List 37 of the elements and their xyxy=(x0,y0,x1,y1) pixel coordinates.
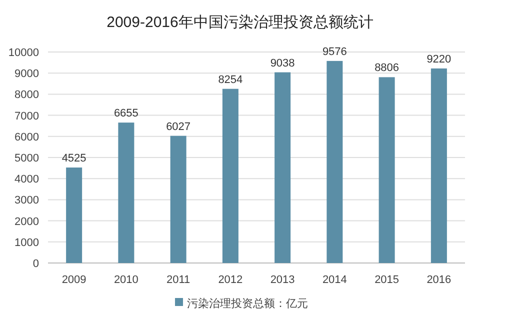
chart-title: 2009-2016年中国污染治理投资总额统计 xyxy=(106,14,374,31)
data-label: 9576 xyxy=(322,46,347,58)
bar xyxy=(118,122,134,263)
legend-label: 污染治理投资总额：亿元 xyxy=(187,297,308,310)
y-tick-label: 9000 xyxy=(14,68,39,80)
bar xyxy=(66,168,82,263)
bar xyxy=(222,88,238,263)
y-tick-label: 10000 xyxy=(8,47,39,59)
y-tick-label: 3000 xyxy=(14,194,39,207)
x-tick-label: 2010 xyxy=(114,274,138,286)
y-tick-label: 0 xyxy=(32,258,39,270)
x-tick-label: 2009 xyxy=(62,274,86,286)
x-tick-label: 2011 xyxy=(166,274,190,286)
x-tick-label: 2014 xyxy=(322,274,347,286)
y-tick-label: 5000 xyxy=(14,152,39,164)
data-label: 6655 xyxy=(114,108,138,120)
data-label: 4525 xyxy=(62,152,86,165)
bar xyxy=(326,60,343,263)
bar xyxy=(378,77,395,263)
y-tick-label: 1000 xyxy=(14,236,39,249)
data-label: 8254 xyxy=(218,74,243,86)
bar xyxy=(430,68,447,263)
bar xyxy=(274,72,291,263)
data-label: 8806 xyxy=(374,62,400,74)
y-tick-label: 4000 xyxy=(14,174,39,186)
x-tick-label: 2015 xyxy=(374,274,400,286)
x-tick-label: 2016 xyxy=(426,274,452,286)
y-tick-label: 8000 xyxy=(14,89,39,102)
y-tick-label: 2000 xyxy=(14,216,39,228)
x-tick-label: 2013 xyxy=(270,274,295,286)
x-tick-label: 2012 xyxy=(218,274,243,286)
data-label: 6027 xyxy=(166,120,191,133)
y-tick-label: 7000 xyxy=(14,110,39,122)
data-label: 9038 xyxy=(270,57,295,70)
bar xyxy=(170,136,186,263)
y-tick-label: 6000 xyxy=(14,131,39,144)
data-label: 9220 xyxy=(426,53,452,66)
